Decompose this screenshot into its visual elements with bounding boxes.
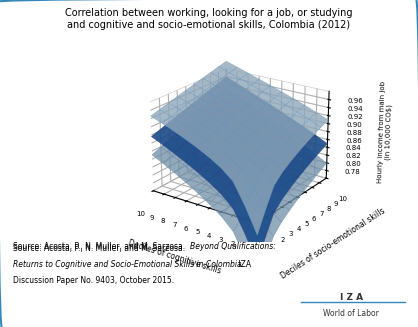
Text: Returns to Cognitive and Socio-Emotional Skills in Colombia.: Returns to Cognitive and Socio-Emotional…	[13, 260, 244, 269]
Y-axis label: Deciles of socio-emotional skills: Deciles of socio-emotional skills	[279, 206, 387, 281]
Text: Beyond Qualifications:: Beyond Qualifications:	[190, 242, 276, 251]
Text: IZA: IZA	[236, 260, 251, 269]
Text: Discussion Paper No. 9403, October 2015.: Discussion Paper No. 9403, October 2015.	[13, 276, 173, 285]
Text: Source: Acosta, P., N. Muller, and M. Sarzosa.: Source: Acosta, P., N. Muller, and M. Sa…	[13, 242, 187, 251]
Text: Correlation between working, looking for a job, or studying
and cognitive and so: Correlation between working, looking for…	[65, 8, 353, 30]
Text: Source: Acosta, P., N. Muller, and M. Sarzosa.: Source: Acosta, P., N. Muller, and M. Sa…	[13, 244, 187, 253]
Text: World of Labor: World of Labor	[323, 309, 379, 318]
X-axis label: Deciles of cognitive skills: Deciles of cognitive skills	[127, 238, 222, 275]
Text: I Z A: I Z A	[339, 293, 363, 302]
Text: Source: Acosta, P., N. Muller, and M. Sarzosa.: Source: Acosta, P., N. Muller, and M. Sa…	[13, 244, 189, 253]
